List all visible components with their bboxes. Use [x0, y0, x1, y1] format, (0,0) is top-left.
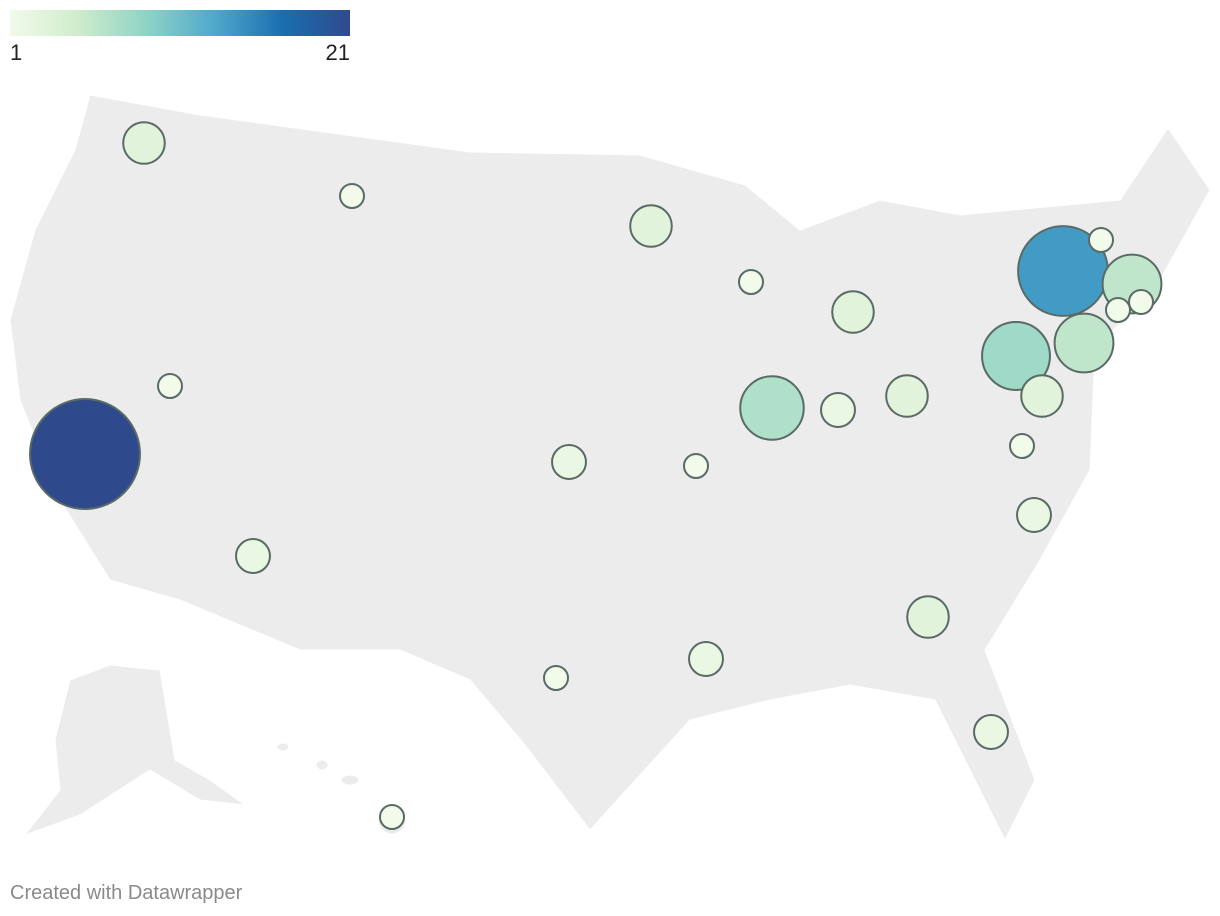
- bubble: [629, 204, 673, 248]
- bubble: [820, 392, 856, 428]
- bubble: [339, 183, 365, 209]
- us-mainland: [9, 94, 1211, 842]
- legend-max: 21: [326, 40, 350, 65]
- bubble: [235, 538, 271, 574]
- alaska: [23, 664, 247, 837]
- bubble: [688, 641, 724, 677]
- footer-credit: Created with Datawrapper: [10, 882, 243, 904]
- bubble: [738, 269, 764, 295]
- bubble: [1020, 374, 1064, 418]
- bubble: [906, 595, 950, 639]
- bubble: [1128, 289, 1154, 315]
- bubble: [831, 290, 875, 334]
- bubble: [973, 714, 1009, 750]
- bubble: [551, 444, 587, 480]
- bubble: [885, 374, 929, 418]
- bubble: [1016, 497, 1052, 533]
- legend-gradient: [10, 10, 350, 36]
- bubble: [1009, 433, 1035, 459]
- legend-min: 1: [10, 40, 22, 65]
- bubble: [683, 453, 709, 479]
- bubble: [122, 121, 166, 165]
- bubble: [1105, 297, 1131, 323]
- bubble: [981, 321, 1051, 391]
- bubble: [739, 375, 805, 441]
- bubble: [29, 398, 141, 510]
- bubble: [157, 373, 183, 399]
- bubble: [379, 804, 405, 830]
- bubble: [1088, 227, 1114, 253]
- bubble-layer: [29, 121, 1163, 830]
- bubble: [1053, 312, 1115, 374]
- bubble: [543, 665, 569, 691]
